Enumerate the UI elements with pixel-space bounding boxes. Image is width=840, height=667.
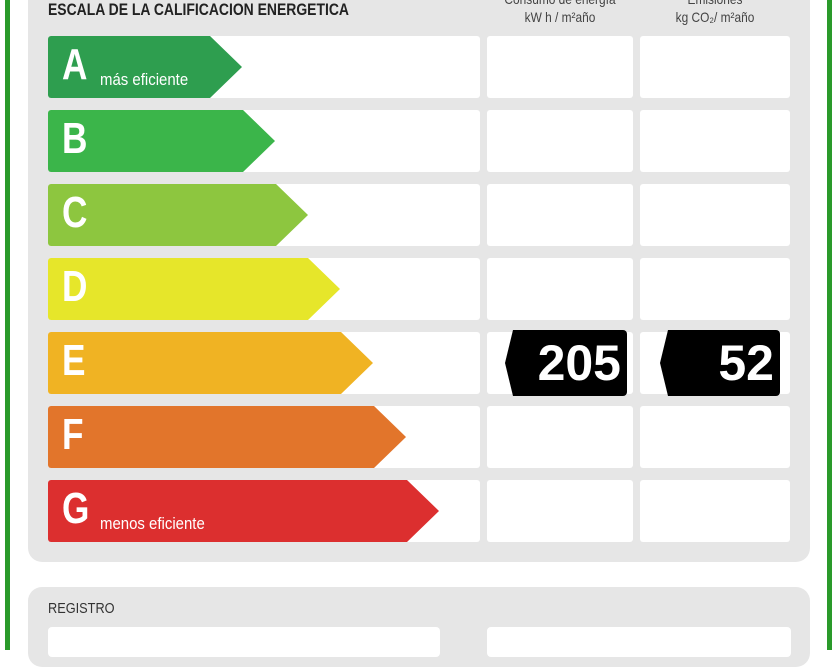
energy-header-line1: Consumo de energía [498,0,622,8]
emissions-header-unit: kg CO₂/ m²año [675,9,755,25]
energy-header-unit: kW h / m²año [524,9,596,25]
emissions-header-line1: Emisiones [651,0,779,8]
emissions-cell-a [640,36,790,98]
green-frame [5,0,832,650]
rating-caption: menos eficiente [100,514,205,533]
rating-letter: E [62,336,86,385]
rating-caption: más eficiente [100,70,189,89]
energy-value-badge: 205 [505,330,627,396]
emissions-cell-g [640,480,790,542]
rating-row-c: C [48,184,480,246]
energy-cell-f [487,406,633,468]
registro-panel: REGISTRO [28,587,810,667]
energy-cell-d [487,258,633,320]
rating-letter: A [62,40,88,89]
rating-row-e: E [48,332,480,394]
rating-row-b: B [48,110,480,172]
energy-cell-a [487,36,633,98]
emissions-value-badge: 52 [660,330,780,396]
rating-bar-f: F [48,406,406,468]
emissions-cell-b [640,110,790,172]
energy-cell-c [487,184,633,246]
rating-letter: F [62,410,84,459]
rating-bar-c: C [48,184,308,246]
rating-bar-b: B [48,110,275,172]
registro-label: REGISTRO [48,600,115,617]
rating-bar-d: D [48,258,340,320]
energy-cell-g [487,480,633,542]
rating-letter: C [62,188,88,237]
rating-letter: B [62,114,88,163]
page-title: ESCALA DE LA CALIFICACION ENERGETICA [48,0,350,19]
emissions-cell-d [640,258,790,320]
rating-row-f: F [48,406,480,468]
registro-field-2[interactable] [487,627,791,657]
energy-cell-b [487,110,633,172]
emissions-cell-f [640,406,790,468]
emissions-column-header: Emisiones kg CO₂/ m²año [651,0,779,26]
registro-field-1[interactable] [48,627,440,657]
rating-letter: D [62,262,88,311]
emissions-cell-c [640,184,790,246]
rating-bar-e: E [48,332,373,394]
rating-letter: G [62,484,90,533]
rating-row-d: D [48,258,480,320]
energy-column-header: Consumo de energía kW h / m²año [498,0,622,26]
